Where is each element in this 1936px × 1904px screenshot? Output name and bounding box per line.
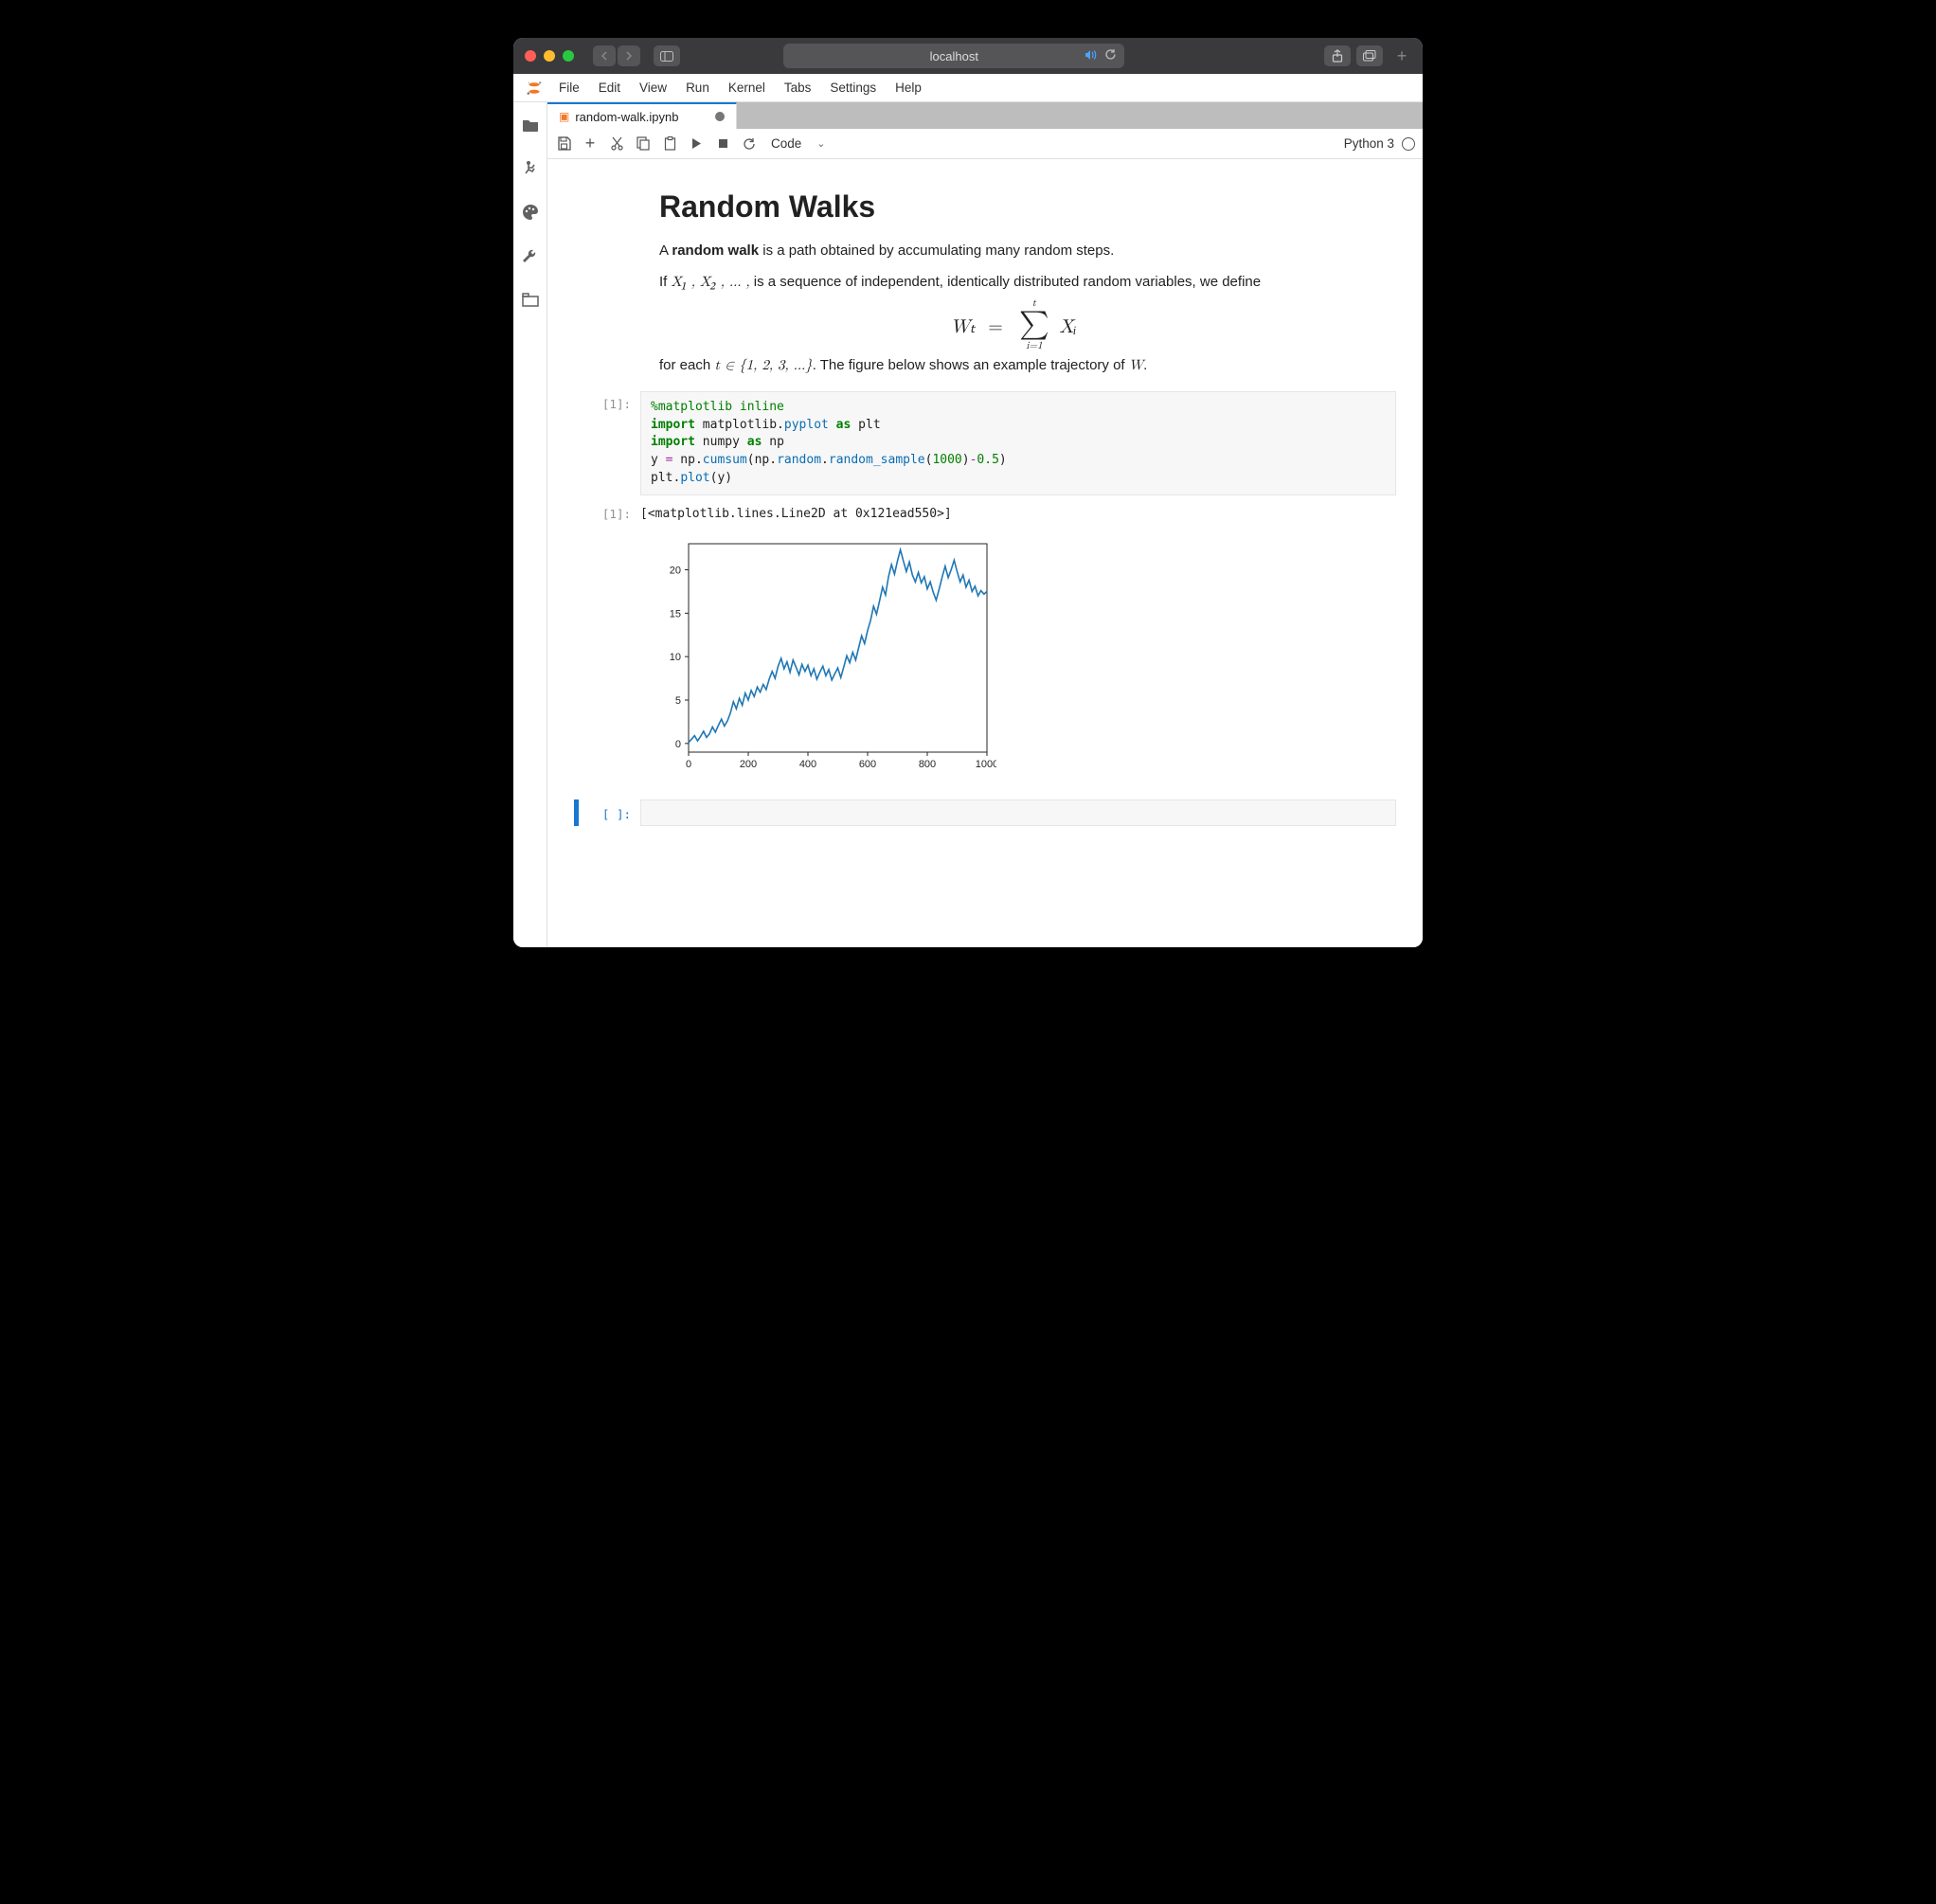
close-window-button[interactable] [525, 50, 536, 62]
page-title: Random Walks [659, 189, 1368, 225]
menu-tabs[interactable]: Tabs [775, 81, 821, 95]
tab-strip: ▣ random-walk.ipynb [547, 102, 1423, 129]
file-browser-icon[interactable] [521, 116, 540, 135]
svg-text:15: 15 [670, 608, 681, 620]
intro-paragraph: A random walk is a path obtained by accu… [659, 240, 1368, 261]
browser-titlebar: localhost + [513, 38, 1423, 74]
stop-icon[interactable] [714, 135, 731, 153]
wrench-icon[interactable] [521, 246, 540, 265]
minimize-window-button[interactable] [544, 50, 555, 62]
paste-icon[interactable] [661, 135, 678, 153]
notebook-tab[interactable]: ▣ random-walk.ipynb [547, 102, 737, 129]
svg-text:5: 5 [675, 695, 681, 707]
code-cell[interactable]: [1]: %matplotlib inline import matplotli… [574, 391, 1396, 495]
main-panel: ▣ random-walk.ipynb + Code ⌄ [547, 102, 1423, 947]
fullscreen-window-button[interactable] [563, 50, 574, 62]
back-button[interactable] [593, 45, 616, 66]
tabs-button[interactable] [1356, 45, 1383, 66]
svg-text:400: 400 [799, 759, 816, 770]
tab-title: random-walk.ipynb [575, 110, 678, 124]
svg-text:600: 600 [859, 759, 876, 770]
celltype-select[interactable]: Code ⌄ [771, 136, 826, 151]
empty-code-input[interactable] [640, 799, 1396, 826]
copy-icon[interactable] [635, 135, 652, 153]
run-icon[interactable] [688, 135, 705, 153]
notebook-icon: ▣ [559, 110, 569, 123]
svg-text:800: 800 [919, 759, 936, 770]
svg-text:20: 20 [670, 565, 681, 576]
active-cell-bar [574, 799, 579, 826]
empty-code-cell[interactable]: [ ]: [574, 799, 1396, 826]
activity-bar [513, 102, 547, 947]
empty-prompt: [ ]: [588, 803, 640, 821]
tabs-icon[interactable] [521, 290, 540, 309]
url-bar[interactable]: localhost [783, 44, 1124, 68]
sidebar-toggle-button[interactable] [654, 45, 680, 66]
kernel-indicator[interactable]: Python 3 [1344, 136, 1415, 151]
add-cell-icon[interactable]: + [582, 135, 599, 153]
jupyter-logo [519, 79, 549, 98]
url-text: localhost [930, 49, 978, 63]
menu-file[interactable]: File [549, 81, 589, 95]
share-button[interactable] [1324, 45, 1351, 66]
nav-buttons [593, 45, 640, 66]
def-paragraph: If X₁ , X₂ , … , is a sequence of indepe… [659, 271, 1368, 293]
cut-icon[interactable] [608, 135, 625, 153]
titlebar-right: + [1324, 45, 1411, 66]
out-prompt: [1]: [574, 501, 640, 794]
output-text: [<matplotlib.lines.Line2D at 0x121ead550… [640, 501, 1396, 530]
svg-text:0: 0 [675, 739, 681, 750]
menu-help[interactable]: Help [886, 81, 931, 95]
window-controls [525, 50, 574, 62]
notebook-area: Random Walks A random walk is a path obt… [547, 159, 1423, 947]
browser-window: localhost + FileEditViewRunKernelTabsSet… [513, 38, 1423, 947]
menu-kernel[interactable]: Kernel [719, 81, 775, 95]
kernel-status-icon [1402, 137, 1415, 151]
sound-icon[interactable] [1085, 49, 1098, 63]
menu-settings[interactable]: Settings [820, 81, 886, 95]
new-tab-button[interactable]: + [1392, 45, 1411, 66]
menu-view[interactable]: View [630, 81, 676, 95]
running-icon[interactable] [521, 159, 540, 178]
closing-paragraph: for each t ∈ {1, 2, 3, …}. The figure be… [659, 354, 1368, 376]
celltype-label: Code [771, 136, 801, 151]
notebook-toolbar: + Code ⌄ Python 3 [547, 129, 1423, 159]
kernel-name: Python 3 [1344, 136, 1394, 151]
equation: Wₜ = t∑i=1 Xᵢ [659, 307, 1368, 341]
svg-text:1000: 1000 [976, 759, 996, 770]
chevron-down-icon: ⌄ [816, 137, 825, 150]
reload-icon[interactable] [1104, 48, 1117, 63]
markdown-cell[interactable]: Random Walks A random walk is a path obt… [574, 178, 1396, 386]
output-cell: [1]: [<matplotlib.lines.Line2D at 0x121e… [574, 501, 1396, 794]
svg-text:0: 0 [686, 759, 691, 770]
menu-run[interactable]: Run [676, 81, 719, 95]
in-prompt: [1]: [574, 391, 640, 495]
svg-text:10: 10 [670, 652, 681, 663]
forward-button[interactable] [618, 45, 640, 66]
save-icon[interactable] [555, 135, 572, 153]
menu-edit[interactable]: Edit [589, 81, 630, 95]
plot-output: 0510152002004006008001000 [640, 530, 1396, 794]
code-input[interactable]: %matplotlib inline import matplotlib.pyp… [640, 391, 1396, 495]
restart-icon[interactable] [741, 135, 758, 153]
svg-text:200: 200 [740, 759, 757, 770]
dirty-indicator [715, 112, 725, 121]
app-menubar: FileEditViewRunKernelTabsSettingsHelp [513, 74, 1423, 102]
palette-icon[interactable] [521, 203, 540, 222]
